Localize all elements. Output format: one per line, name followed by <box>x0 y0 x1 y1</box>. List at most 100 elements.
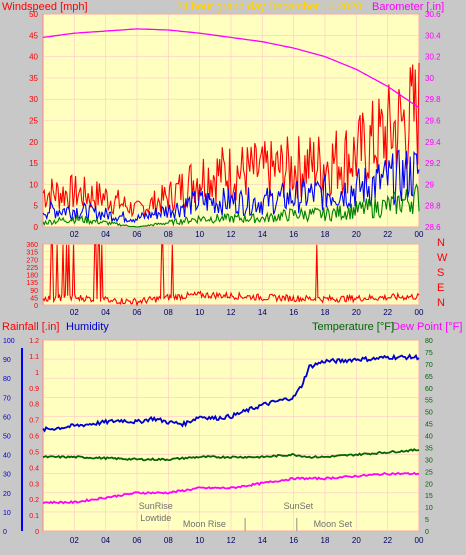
windspeed-tick-label: 10 <box>29 180 38 189</box>
humidity-tick-label: 10 <box>3 510 11 517</box>
temperature-tick-label: 15 <box>425 493 433 500</box>
temperature-tick-label: 35 <box>425 445 433 452</box>
direction-panel-x-tick-label: 00 <box>415 308 424 317</box>
temperature-tick-label: 45 <box>425 422 433 429</box>
climate-panel-x-tick-label: 18 <box>321 536 330 545</box>
barometer-tick-label: 28.6 <box>425 223 441 232</box>
series-dewpoint <box>42 471 420 505</box>
rainfall-tick-label: 0.9 <box>29 386 39 393</box>
barometer-tick-label: 30.4 <box>425 31 441 40</box>
barometer-tick-label: 29.6 <box>425 117 441 126</box>
climate-panel-x-tick-label: 12 <box>227 536 236 545</box>
climate-panel-x-tick-label: 00 <box>415 536 424 545</box>
direction-panel-x-tick-label: 06 <box>133 308 142 317</box>
direction-panel-x-tick-label: 12 <box>227 308 236 317</box>
climate-panel-x-tick-label: 10 <box>195 536 204 545</box>
compass-label: E <box>437 282 444 294</box>
windspeed-tick-label: 25 <box>29 117 38 126</box>
temperature-tick-label: 10 <box>425 505 433 512</box>
windspeed-tick-label: 40 <box>29 53 38 62</box>
direction-panel-x-tick-label: 18 <box>321 308 330 317</box>
wind-panel-x-tick-label: 08 <box>164 230 173 239</box>
temperature-tick-label: 75 <box>425 350 433 357</box>
windspeed-tick-label: 35 <box>29 74 38 83</box>
rainfall-tick-label: 0.1 <box>29 513 39 520</box>
climate-panel-x-tick-label: 04 <box>101 536 110 545</box>
barometer-tick-label: 30 <box>425 74 434 83</box>
climate-panel-x-tick-label: 22 <box>383 536 392 545</box>
windspeed-tick-label: 0 <box>34 223 39 232</box>
humidity-axis-label: Humidity <box>66 321 109 333</box>
humidity-tick-label: 40 <box>3 453 11 460</box>
rainfall-tick-label: 1.1 <box>29 354 39 361</box>
climate-panel-x-tick-label: 02 <box>70 536 79 545</box>
rainfall-tick-label: 0.8 <box>29 402 39 409</box>
rainfall-tick-label: 0 <box>35 529 39 536</box>
wind-panel-x-tick-label: 00 <box>415 230 424 239</box>
direction-tick-label: 270 <box>26 257 38 264</box>
direction-panel-x-tick-label: 02 <box>70 308 79 317</box>
event-annotation: Moon Rise <box>183 519 226 529</box>
direction-tick-label: 360 <box>26 242 38 249</box>
climate-panel-x-tick-label: 14 <box>258 536 267 545</box>
humidity-tick-label: 90 <box>3 357 11 364</box>
direction-panel-x-tick-label: 08 <box>164 308 173 317</box>
direction-panel-x-tick-label: 22 <box>383 308 392 317</box>
compass-label: W <box>437 252 448 264</box>
temperature-tick-label: 65 <box>425 374 433 381</box>
direction-tick-label: 0 <box>34 303 38 310</box>
temperature-axis-label: Temperature [°F] <box>312 321 394 333</box>
temperature-tick-label: 40 <box>425 434 433 441</box>
direction-panel-x-tick-label: 16 <box>289 308 298 317</box>
event-annotation: Moon Set <box>314 519 353 529</box>
wind-panel-x-tick-label: 18 <box>321 230 330 239</box>
temperature-tick-label: 20 <box>425 481 433 488</box>
wind-panel-x-tick-label: 06 <box>133 230 142 239</box>
compass-label: S <box>437 267 444 279</box>
direction-tick-label: 225 <box>26 265 38 272</box>
barometer-tick-label: 30.6 <box>425 10 441 19</box>
humidity-tick-label: 100 <box>3 338 15 345</box>
direction-tick-label: 135 <box>26 280 38 287</box>
series-temperature <box>42 448 420 462</box>
temperature-tick-label: 55 <box>425 398 433 405</box>
rainfall-tick-label: 0.3 <box>29 481 39 488</box>
wind-panel-x-tick-label: 20 <box>352 230 361 239</box>
compass-label: N <box>437 237 445 249</box>
dewpoint-axis-label: Dew Point [°F] <box>392 321 462 333</box>
barometer-tick-label: 30.2 <box>425 53 441 62</box>
rainfall-tick-label: 0.4 <box>29 465 39 472</box>
climate-panel-x-tick-label: 08 <box>164 536 173 545</box>
event-annotation: Lowtide <box>140 513 171 523</box>
windspeed-tick-label: 5 <box>34 202 39 211</box>
humidity-tick-label: 70 <box>3 395 11 402</box>
climate-panel-x-tick-label: 20 <box>352 536 361 545</box>
temperature-tick-label: 80 <box>425 338 433 345</box>
wind-panel-x-tick-label: 10 <box>195 230 204 239</box>
series-direction <box>42 244 420 307</box>
temperature-tick-label: 50 <box>425 410 433 417</box>
rainfall-axis-label: Rainfall [.in] <box>2 321 59 333</box>
direction-tick-label: 45 <box>30 295 38 302</box>
temperature-tick-label: 5 <box>425 517 429 524</box>
windspeed-tick-label: 45 <box>29 31 38 40</box>
barometer-tick-label: 29.8 <box>425 95 441 104</box>
barometer-tick-label: 29.2 <box>425 159 441 168</box>
windspeed-tick-label: 30 <box>29 95 38 104</box>
direction-panel-x-tick-label: 14 <box>258 308 267 317</box>
climate-panel-x-tick-label: 16 <box>289 536 298 545</box>
humidity-tick-label: 50 <box>3 434 11 441</box>
direction-panel-x-tick-label: 20 <box>352 308 361 317</box>
compass-label: N <box>437 297 445 309</box>
rainfall-tick-label: 0.2 <box>29 497 39 504</box>
event-annotation: SunSet <box>284 501 314 511</box>
humidity-tick-label: 80 <box>3 376 11 383</box>
wind-panel-x-tick-label: 22 <box>383 230 392 239</box>
series-wind_low <box>42 183 420 228</box>
direction-tick-label: 180 <box>26 273 38 280</box>
rainfall-tick-label: 0.7 <box>29 418 39 425</box>
windspeed-tick-label: 15 <box>29 159 38 168</box>
humidity-tick-label: 60 <box>3 414 11 421</box>
temperature-tick-label: 30 <box>425 457 433 464</box>
